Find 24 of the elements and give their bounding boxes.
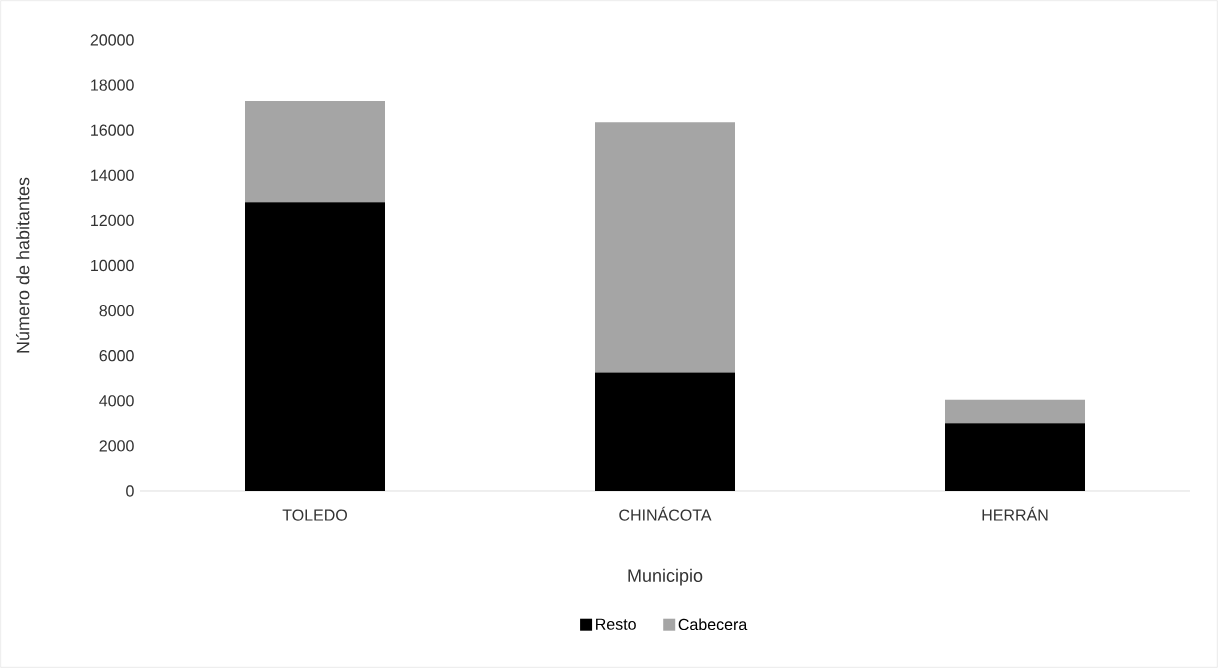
y-tick-label: 12000 bbox=[91, 214, 134, 227]
bar bbox=[945, 399, 1086, 424]
y-tick-label: 18000 bbox=[91, 79, 134, 91]
y-tick-label: 8000 bbox=[99, 304, 134, 317]
y-tick-label: 20000 bbox=[90, 34, 134, 46]
y-tick-label: 4000 bbox=[99, 395, 134, 407]
y-tick-label: 0 bbox=[126, 485, 134, 497]
y-tick-label: 2000 bbox=[99, 440, 134, 452]
x-axis-title: Municipio bbox=[628, 568, 703, 586]
bar bbox=[245, 100, 385, 203]
y-axis-title: Número de habitantes bbox=[15, 177, 30, 353]
y-tick-label: 16000 bbox=[91, 124, 134, 136]
x-tick-label: CHINÁCOTA bbox=[619, 506, 712, 521]
bar bbox=[595, 122, 735, 373]
bar bbox=[945, 423, 1086, 491]
legend-label: Resto bbox=[596, 618, 636, 630]
y-tick-label: 10000 bbox=[91, 259, 134, 272]
y-tick-label: 6000 bbox=[99, 350, 134, 362]
bar bbox=[245, 202, 385, 491]
x-tick-label: TOLEDO bbox=[282, 509, 347, 521]
bar bbox=[595, 372, 735, 491]
y-tick-label: 14000 bbox=[91, 169, 134, 181]
legend-label: Cabecera bbox=[678, 618, 748, 631]
x-tick-label: HERRÁN bbox=[982, 506, 1048, 521]
